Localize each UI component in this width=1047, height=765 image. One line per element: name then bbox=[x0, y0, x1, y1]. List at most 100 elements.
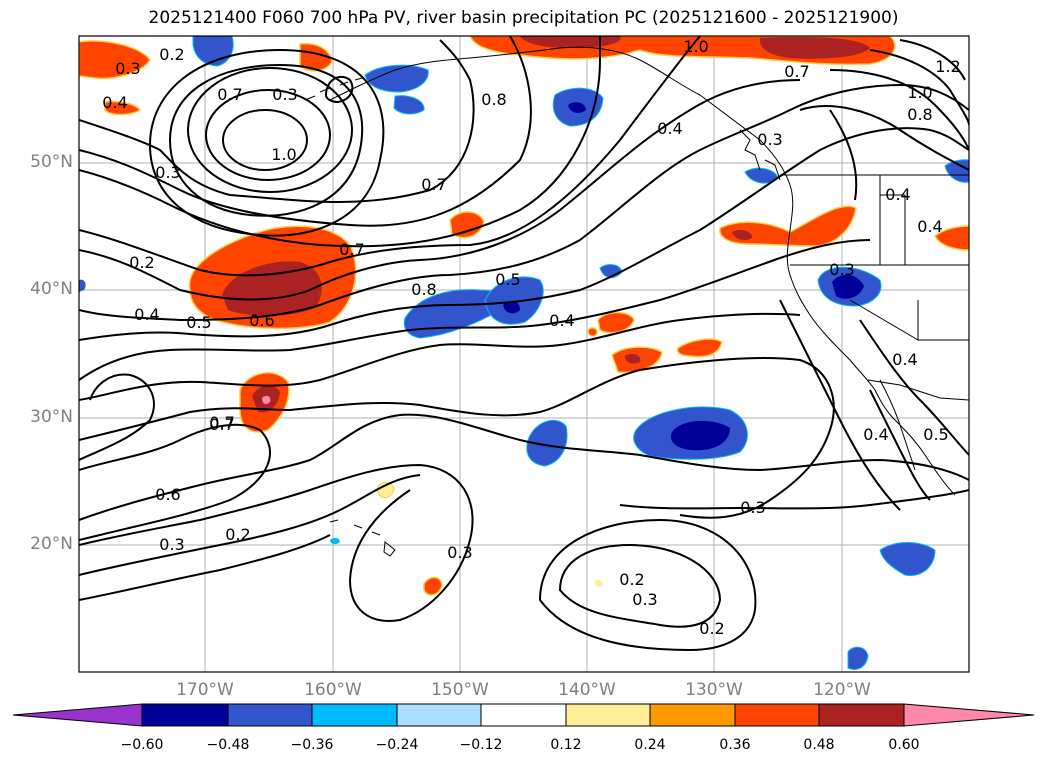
contour-band-7 bbox=[79, 127, 969, 341]
contour-label: 0.4 bbox=[549, 311, 574, 330]
hawaii-islands bbox=[329, 519, 396, 557]
lat-label-50n: 50°N bbox=[30, 152, 73, 172]
colorbar-tick: 0.36 bbox=[719, 737, 751, 753]
contour-band-4 bbox=[79, 36, 701, 277]
contour-east-3 bbox=[869, 49, 969, 126]
precip-top-band-core2 bbox=[759, 37, 870, 59]
contour-label: 0.4 bbox=[657, 119, 682, 138]
contour-east-4 bbox=[899, 39, 966, 81]
precip-positive-coast-core bbox=[732, 230, 752, 240]
contour-label: 0.3 bbox=[447, 543, 472, 562]
contour-label: 0.4 bbox=[134, 305, 159, 324]
precip-negative-gulf-core bbox=[568, 102, 586, 113]
contour-west-loop bbox=[79, 373, 155, 461]
precip-negative-tiny bbox=[330, 537, 340, 545]
contour-band-15 bbox=[79, 534, 331, 601]
contour-label: 0.2 bbox=[129, 253, 154, 272]
precip-top-band-core bbox=[520, 36, 621, 48]
coastlines bbox=[304, 46, 969, 557]
precip-negative-south1 bbox=[526, 419, 568, 467]
contour-label: 0.7 bbox=[217, 85, 242, 104]
contour-east-1 bbox=[799, 105, 969, 171]
contour-band-3 bbox=[79, 36, 601, 248]
contour-label: 0.4 bbox=[885, 185, 910, 204]
precip-positive-midocean bbox=[449, 211, 485, 239]
contour-band-6 bbox=[79, 83, 969, 322]
contour-label: 0.3 bbox=[740, 498, 765, 517]
colorbar-tick: −0.60 bbox=[120, 737, 164, 753]
precip-positive-east4 bbox=[676, 338, 723, 358]
precip-negative-alaska bbox=[364, 64, 429, 93]
colorbar-seg-8 bbox=[734, 703, 820, 727]
lon-label-120w: 120°W bbox=[813, 680, 871, 700]
baja-coast bbox=[879, 379, 916, 471]
contour-band-9 bbox=[79, 312, 801, 401]
contour-label: 0.7 bbox=[784, 62, 809, 81]
contour-label: 0.2 bbox=[159, 45, 184, 64]
contour-coast-2 bbox=[859, 319, 969, 456]
contour-label: 0.6 bbox=[155, 485, 180, 504]
contour-label: 0.3 bbox=[272, 85, 297, 104]
contour-label: 0.3 bbox=[115, 59, 140, 78]
contour-band-13 bbox=[79, 463, 474, 622]
contour-label: 0.7 bbox=[209, 413, 234, 432]
contour-low-1 bbox=[222, 109, 308, 171]
contour-label: 1.0 bbox=[683, 37, 708, 56]
precip-positive-hawaii-n-peak bbox=[262, 395, 271, 405]
contour-label: 0.4 bbox=[863, 425, 888, 444]
contour-low-5 bbox=[148, 48, 385, 237]
colorbar-seg-2 bbox=[227, 703, 313, 727]
contour-label: 0.4 bbox=[917, 217, 942, 236]
alaska-coast bbox=[329, 46, 791, 186]
colorbar-tick: −0.24 bbox=[375, 737, 419, 753]
contour-label: 0.3 bbox=[757, 130, 782, 149]
precip-negative-alaska2 bbox=[393, 95, 425, 115]
colorbar-tick: 0.60 bbox=[888, 737, 920, 753]
precip-positive-nw-small bbox=[104, 100, 142, 116]
contour-band-16 bbox=[619, 489, 969, 510]
contour-label: 0.8 bbox=[411, 280, 436, 299]
precip-fill bbox=[79, 36, 969, 670]
precip-positive-top-small bbox=[299, 42, 333, 72]
precip-negative-westedge bbox=[79, 279, 86, 292]
contour-label: 0.5 bbox=[186, 313, 211, 332]
colorbar-tick: 0.12 bbox=[550, 737, 582, 753]
contour-label: 0.3 bbox=[829, 260, 854, 279]
contour-label: 0.7 bbox=[339, 240, 364, 259]
precip-negative-south2-core bbox=[670, 420, 730, 451]
contour-coast-1 bbox=[779, 299, 901, 511]
lat-label-20n: 20°N bbox=[30, 534, 73, 554]
contour-band-1 bbox=[79, 39, 475, 203]
map-title: 2025121400 F060 700 hPa PV, river basin … bbox=[148, 8, 899, 28]
contour-low-3 bbox=[187, 67, 353, 193]
contour-label: 0.2 bbox=[619, 570, 644, 589]
contour-band-12 bbox=[79, 413, 969, 521]
precip-positive-east-edge bbox=[934, 225, 969, 251]
precip-positive-south bbox=[423, 576, 443, 596]
contour-label: 0.5 bbox=[923, 425, 948, 444]
lat-label-40n: 40°N bbox=[30, 279, 73, 299]
contour-band-11 bbox=[79, 423, 271, 541]
bc-fjords bbox=[739, 129, 781, 181]
contour-pacific-small bbox=[324, 75, 354, 104]
colorbar-tick: −0.36 bbox=[290, 737, 334, 753]
colorbar-seg-7 bbox=[649, 703, 736, 727]
colorbar-tick: 0.24 bbox=[634, 737, 666, 753]
contour-low-south-1 bbox=[558, 543, 722, 628]
colorbar-extend-low bbox=[12, 703, 143, 727]
contour-low-south-2 bbox=[538, 518, 757, 652]
contour-label: 0.8 bbox=[907, 105, 932, 124]
contour-coast-4 bbox=[829, 109, 858, 201]
contour-label: 0.4 bbox=[892, 350, 917, 369]
contour-coast-3 bbox=[869, 389, 931, 501]
contour-label: 0.5 bbox=[495, 270, 520, 289]
contour-label: 0.2 bbox=[699, 619, 724, 638]
colorbar-tick: 0.48 bbox=[803, 737, 835, 753]
pv-contours bbox=[79, 36, 969, 652]
colorbar-seg-1 bbox=[141, 703, 229, 727]
contour-label: 0.7 bbox=[209, 415, 234, 434]
contour-band-8 bbox=[79, 239, 871, 381]
colorbar-tick: −0.12 bbox=[459, 737, 503, 753]
contour-band-5 bbox=[79, 79, 801, 301]
